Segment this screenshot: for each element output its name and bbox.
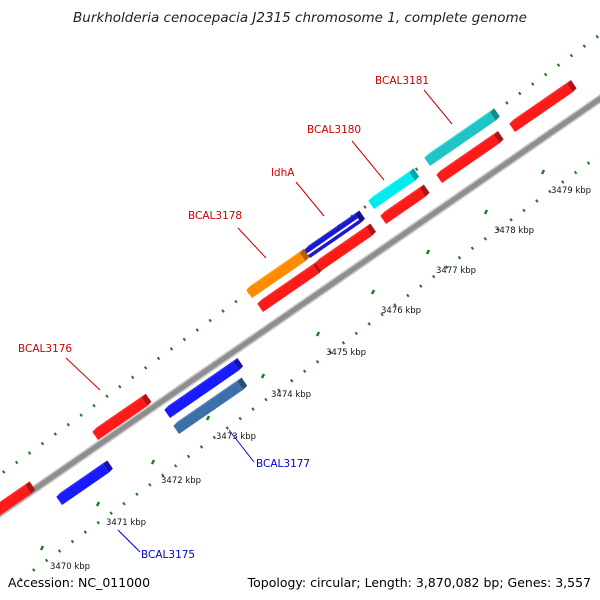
tick-label: 3473 kbp	[216, 432, 256, 442]
major-tick	[315, 331, 321, 337]
gene-block-bcal3175-top	[56, 460, 108, 497]
gene-block	[509, 84, 573, 132]
major-tick	[39, 545, 45, 551]
major-tick	[150, 459, 156, 465]
leader-line-bcal3175	[117, 529, 141, 553]
accession-label: Accession: NC_011000	[8, 575, 151, 590]
genome-title: Burkholderia cenocepacia J2315 chromosom…	[73, 10, 527, 26]
tick-label: 3472 kbp	[161, 476, 201, 486]
gene-block-side	[141, 393, 152, 406]
gene-label-bcal3180: BCAL3180	[307, 124, 361, 136]
gene-block-top	[92, 393, 146, 432]
gene-block	[92, 397, 148, 440]
gene-block-bcal3181	[424, 112, 496, 166]
gene-block	[0, 485, 32, 516]
gene-block-bcal3178-top	[246, 248, 304, 290]
gene-block-top	[380, 184, 424, 216]
gene-label-bcal3181: BCAL3181	[375, 75, 429, 87]
gene-block-top	[436, 131, 498, 175]
gene-block-top	[315, 223, 371, 263]
gene-block-bcal3177-side	[237, 377, 248, 390]
gene-block-top	[257, 261, 318, 304]
tick-label: 3479 kbp	[551, 186, 591, 196]
topology-summary: Topology: circular; Length: 3,870,082 bp…	[247, 575, 591, 590]
tick-track-outer	[0, 32, 600, 477]
gene-block-bcal3178-side	[299, 248, 310, 262]
gene-block-side	[25, 481, 36, 494]
major-tick	[205, 415, 211, 421]
tick-label: 3470 kbp	[50, 562, 90, 572]
gene-label-bcal3176: BCAL3176	[18, 343, 72, 355]
leader-line-bcal3176	[65, 357, 101, 391]
gene-block-side	[566, 80, 577, 93]
feature-blocks	[0, 80, 577, 516]
gene-block-top	[0, 481, 30, 503]
gene-label-bcal3178: BCAL3178	[188, 210, 242, 222]
gene-block	[436, 135, 500, 183]
tick-label: 3475 kbp	[326, 348, 366, 358]
tick-label: 3478 kbp	[494, 226, 534, 236]
gene-labels: BCAL3175 BCAL3176 BCAL3177 BCAL3178 ldhA BCAL…	[18, 75, 453, 561]
gene-block-bcal3175	[56, 464, 109, 505]
gene-block	[257, 265, 319, 312]
gene-block-bcal3180	[368, 172, 416, 209]
major-tick	[483, 209, 489, 215]
tick-track-inner	[19, 152, 600, 582]
leader-line-ldha	[295, 181, 325, 217]
leader-line-bcal3178	[237, 227, 267, 259]
gene-block-bcal3181-top	[424, 108, 495, 158]
major-tick	[370, 289, 376, 295]
gene-block-side	[493, 131, 504, 144]
gene-block-bcal3175-side	[103, 460, 113, 473]
leader-line-bcal3177	[228, 429, 255, 463]
gene-label-ldha: ldhA	[271, 167, 295, 179]
gene-block-ldha-top	[304, 210, 360, 250]
gene-block-bcal3180-top	[368, 168, 414, 201]
gene-block-bcal3181-side	[490, 108, 500, 121]
major-tick	[95, 501, 101, 507]
gene-block	[164, 362, 240, 418]
gene-block-top	[164, 358, 238, 410]
gene-block-bcal3177-top	[173, 377, 242, 426]
major-tick	[540, 169, 546, 175]
gene-block-side	[366, 223, 376, 236]
tick-label: 3477 kbp	[436, 266, 476, 276]
gene-block-bcal3178	[246, 252, 306, 298]
gene-block-ldha-side	[355, 210, 365, 223]
major-tick	[425, 249, 431, 255]
tick-label: 3476 kbp	[381, 306, 421, 316]
gene-block-bcal3180-side	[409, 168, 420, 181]
tick-label: 3471 kbp	[106, 518, 146, 528]
gene-block-bcal3177	[173, 381, 244, 434]
backbone-shadow	[0, 93, 600, 518]
tick-label: 3474 kbp	[271, 390, 311, 400]
gene-block-side	[419, 184, 430, 197]
leader-line-bcal3180	[351, 140, 385, 181]
major-tick	[260, 373, 266, 379]
ldha-stripe	[306, 218, 360, 256]
gene-block	[380, 188, 426, 224]
gene-label-bcal3175: BCAL3175	[141, 549, 195, 561]
gene-block	[315, 227, 372, 271]
genome-backbone	[0, 95, 600, 517]
leader-line-bcal3181	[423, 89, 453, 125]
gene-block-top	[509, 80, 571, 124]
gene-label-bcal3177: BCAL3177	[256, 458, 310, 470]
gene-block-side	[233, 358, 244, 371]
tick-marks: 3470 kbp 3471 kbp 3472 kbp 3473 kbp 3474 kbp…	[39, 169, 591, 572]
